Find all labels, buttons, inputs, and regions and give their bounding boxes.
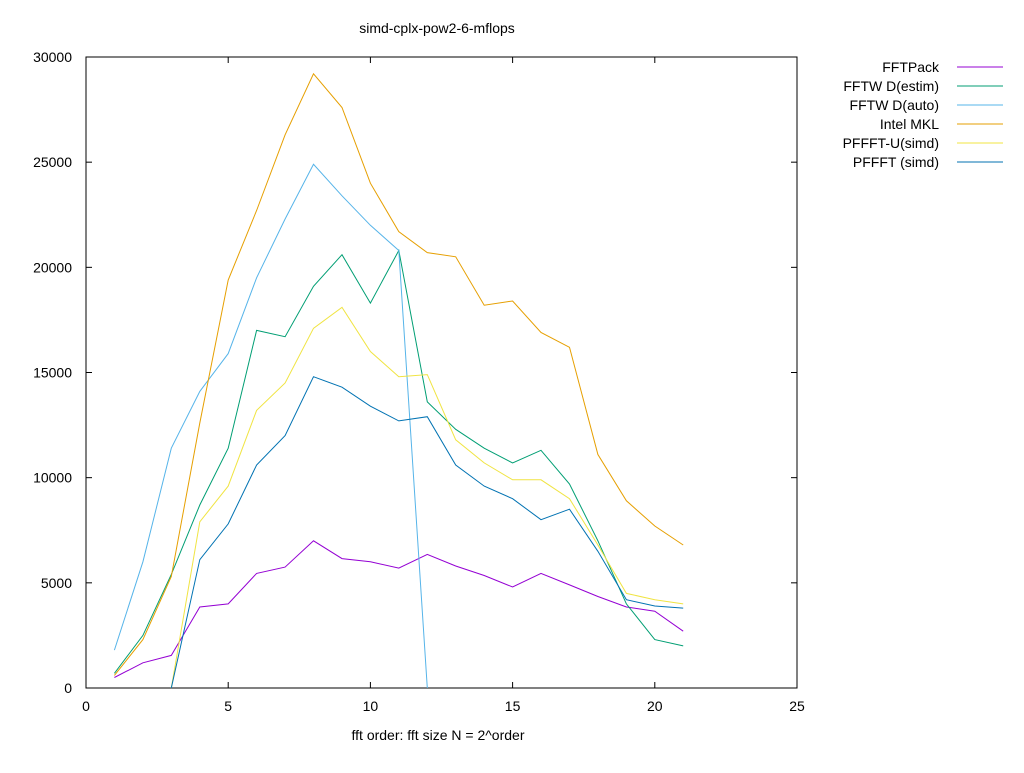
chart-title: simd-cplx-pow2-6-mflops [359,20,515,36]
x-axis-label: fft order: fft size N = 2^order [352,727,525,743]
legend-label-pffft-simd: PFFFT (simd) [853,154,939,170]
y-tick-label: 0 [64,680,72,696]
y-tick-label: 20000 [33,259,72,275]
series-line-fftw-d-estim [114,249,684,674]
legend: FFTPack FFTW D(estim) FFTW D(auto) Intel MK… [843,59,1003,170]
series-line-fftpack [114,540,684,678]
x-tick-label: 0 [82,698,90,714]
y-tick-label: 15000 [33,365,72,381]
legend-label-intel-mkl: Intel MKL [880,116,939,132]
x-tick-label: 25 [789,698,805,714]
x-tick-label: 15 [505,698,521,714]
legend-label-fftpack: FFTPack [882,59,940,75]
y-tick-label: 30000 [33,49,72,65]
series-lines [113,72,684,689]
y-tick-label: 5000 [41,575,72,591]
legend-label-pffft-u-simd: PFFFT-U(simd) [843,135,939,151]
x-tick-label: 10 [363,698,379,714]
series-line-pffft-simd [170,376,684,689]
legend-label-fftw-d-auto: FFTW D(auto) [850,97,939,113]
legend-label-fftw-d-estim: FFTW D(estim) [843,78,939,94]
series-line-pffft-u-simd [170,306,684,689]
series-line-fftw-d-auto [113,163,428,689]
series-line-intel-mkl [114,72,684,676]
x-tick-label: 20 [647,698,663,714]
y-tick-label: 25000 [33,154,72,170]
x-tick-label: 5 [224,698,232,714]
axis-ticks: 0 5 10 15 20 25 0 5000 10000 15000 20000 25000 30000 [33,49,805,714]
y-tick-label: 10000 [33,470,72,486]
